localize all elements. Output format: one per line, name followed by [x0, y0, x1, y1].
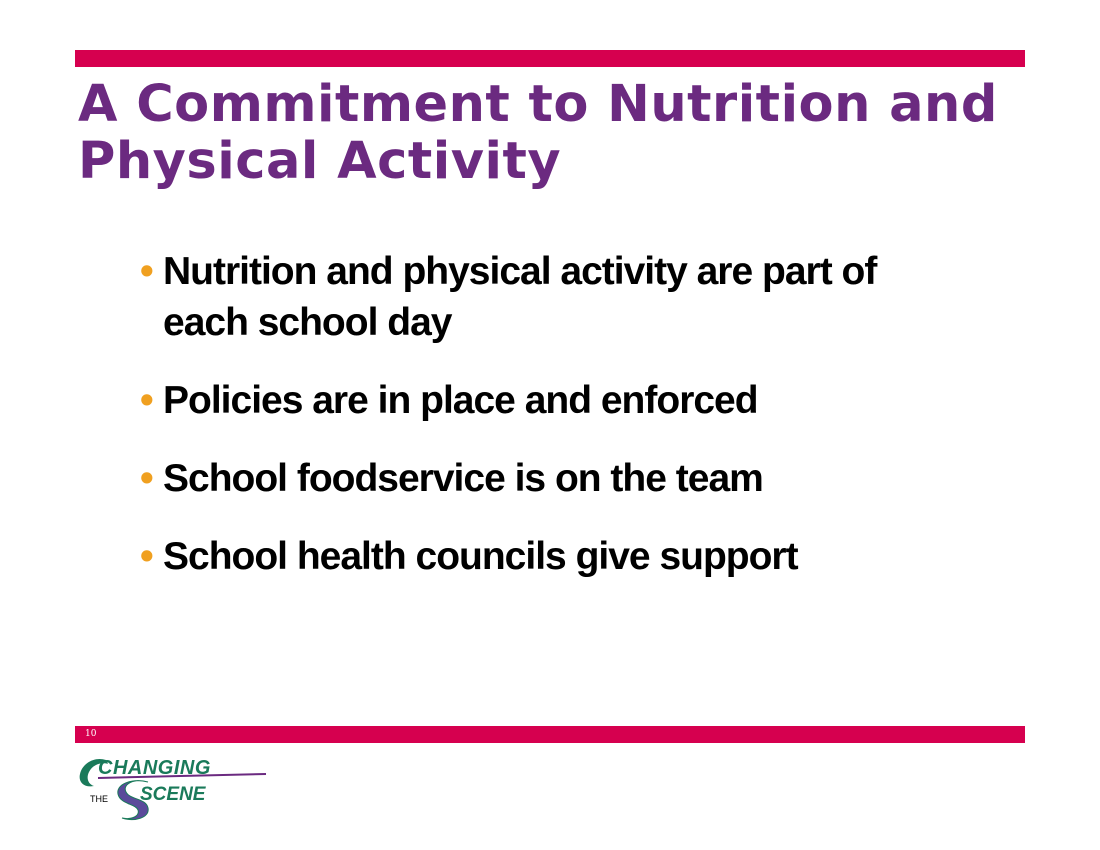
bullet-dot-icon: • [140, 250, 154, 293]
bullet-text: School health councils give support [163, 535, 799, 578]
bullet-item: • Policies are in place and enforced [140, 375, 960, 426]
page-number: 10 [85, 729, 97, 739]
logo-s-swash [117, 780, 149, 821]
bullet-text: Nutrition and physical activity are part… [163, 250, 877, 344]
changing-the-scene-logo: CHANGING THE SCENE [79, 757, 267, 821]
top-accent-bar [75, 50, 1025, 67]
bullet-item: • School health councils give support [140, 531, 960, 582]
logo-c-swash [79, 758, 108, 787]
bullet-dot-icon: • [140, 457, 154, 500]
logo-underline-swash [97, 773, 267, 779]
bullet-text: Policies are in place and enforced [163, 379, 759, 422]
bullet-dot-icon: • [140, 379, 154, 422]
bullet-dot-icon: • [140, 535, 154, 578]
logo-the-text: THE [90, 794, 108, 804]
logo-scene-text: SCENE [140, 784, 207, 805]
bullet-item: • Nutrition and physical activity are pa… [140, 246, 960, 348]
bottom-accent-bar: 10 [75, 726, 1025, 743]
bullet-item: • School foodservice is on the team [140, 453, 960, 504]
bullet-text: School foodservice is on the team [163, 457, 764, 500]
bullet-list: • Nutrition and physical activity are pa… [140, 246, 960, 609]
slide-title: A Commitment to Nutrition and Physical A… [78, 75, 998, 191]
logo-changing-text: CHANGING [98, 757, 211, 779]
